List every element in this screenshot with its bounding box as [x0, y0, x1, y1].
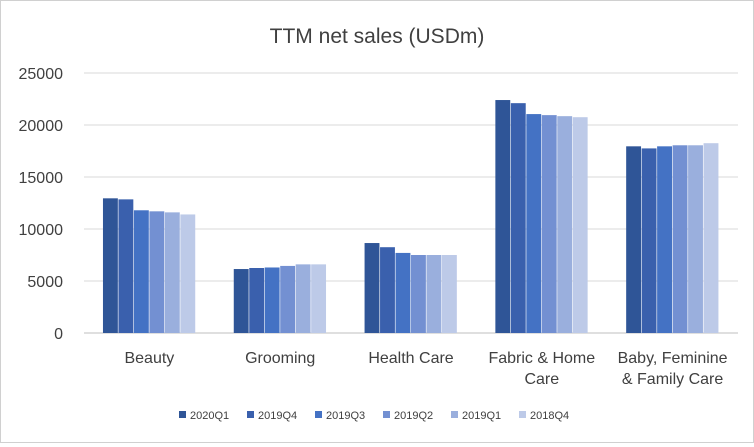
- bar-2018Q4-0: [180, 214, 196, 333]
- bar-2019Q4-3: [510, 103, 526, 333]
- bar-2019Q4-2: [380, 247, 395, 333]
- y-tick-label: 25000: [19, 66, 64, 83]
- bar-2019Q1-2: [426, 255, 442, 333]
- bar-2019Q4-1: [249, 268, 265, 333]
- y-tick-label: 0: [54, 326, 63, 343]
- bar-2019Q3-1: [264, 267, 280, 333]
- legend-swatch: [383, 411, 390, 418]
- bar-2019Q2-3: [541, 115, 557, 334]
- chart-title: TTM net sales (USDm): [270, 25, 485, 48]
- bar-2018Q4-2: [441, 255, 457, 333]
- bar-2019Q2-4: [672, 145, 688, 333]
- bar-2019Q4-4: [641, 148, 657, 333]
- bar-2019Q1-4: [688, 145, 703, 333]
- bar-2019Q2-1: [280, 265, 296, 333]
- bar-2019Q1-0: [164, 212, 180, 333]
- bar-2018Q4-1: [311, 264, 327, 333]
- bar-2020Q1-3: [495, 100, 511, 333]
- legend-label: 2019Q2: [394, 410, 433, 422]
- y-tick-label: 15000: [19, 170, 64, 187]
- legend-label: 2019Q1: [462, 410, 501, 422]
- y-tick-label: 20000: [19, 118, 64, 135]
- bar-2019Q3-0: [133, 210, 149, 333]
- x-category-label: Fabric & Home Care: [488, 350, 595, 388]
- bar-2019Q2-0: [149, 211, 165, 333]
- legend-swatch: [247, 411, 254, 418]
- bar-2019Q2-2: [411, 255, 426, 333]
- legend-swatch: [451, 411, 458, 418]
- bar-2019Q1-1: [295, 264, 311, 333]
- x-axis: Beauty Grooming Health Care Fabric & Home Ca…: [124, 350, 727, 388]
- legend-label: 2020Q1: [190, 410, 229, 422]
- bar-2019Q3-3: [526, 114, 542, 333]
- bar-2019Q1-3: [557, 116, 573, 333]
- x-category-label: Health Care: [368, 350, 453, 367]
- legend-swatch: [315, 411, 322, 418]
- legend-label: 2019Q3: [326, 410, 365, 422]
- bar-2019Q4-0: [118, 199, 134, 333]
- bar-2020Q1-4: [626, 146, 642, 333]
- x-category-label: Beauty: [124, 350, 174, 367]
- legend-swatch: [179, 411, 186, 418]
- bar-2019Q3-4: [657, 146, 672, 333]
- x-category-label: Grooming: [245, 350, 315, 367]
- bar-2020Q1-1: [233, 269, 249, 333]
- bar-2018Q4-4: [703, 143, 719, 333]
- y-axis: 0 5000 10000 15000 20000 25000: [19, 66, 64, 343]
- bar-2020Q1-0: [102, 198, 118, 333]
- legend-label: 2019Q4: [258, 410, 297, 422]
- legend-swatch: [519, 411, 526, 418]
- bar-2018Q4-3: [572, 117, 588, 333]
- bar-2020Q1-2: [364, 243, 380, 333]
- y-tick-label: 5000: [27, 274, 63, 291]
- bar-2019Q3-2: [395, 252, 411, 333]
- x-category-label: Baby, Feminine & Family Care: [618, 350, 728, 388]
- legend: 2020Q1 2019Q4 2019Q3 2019Q2 2019Q1 2018Q4: [179, 410, 569, 422]
- bars: [102, 100, 719, 334]
- y-tick-label: 10000: [19, 222, 64, 239]
- legend-label: 2018Q4: [530, 410, 569, 422]
